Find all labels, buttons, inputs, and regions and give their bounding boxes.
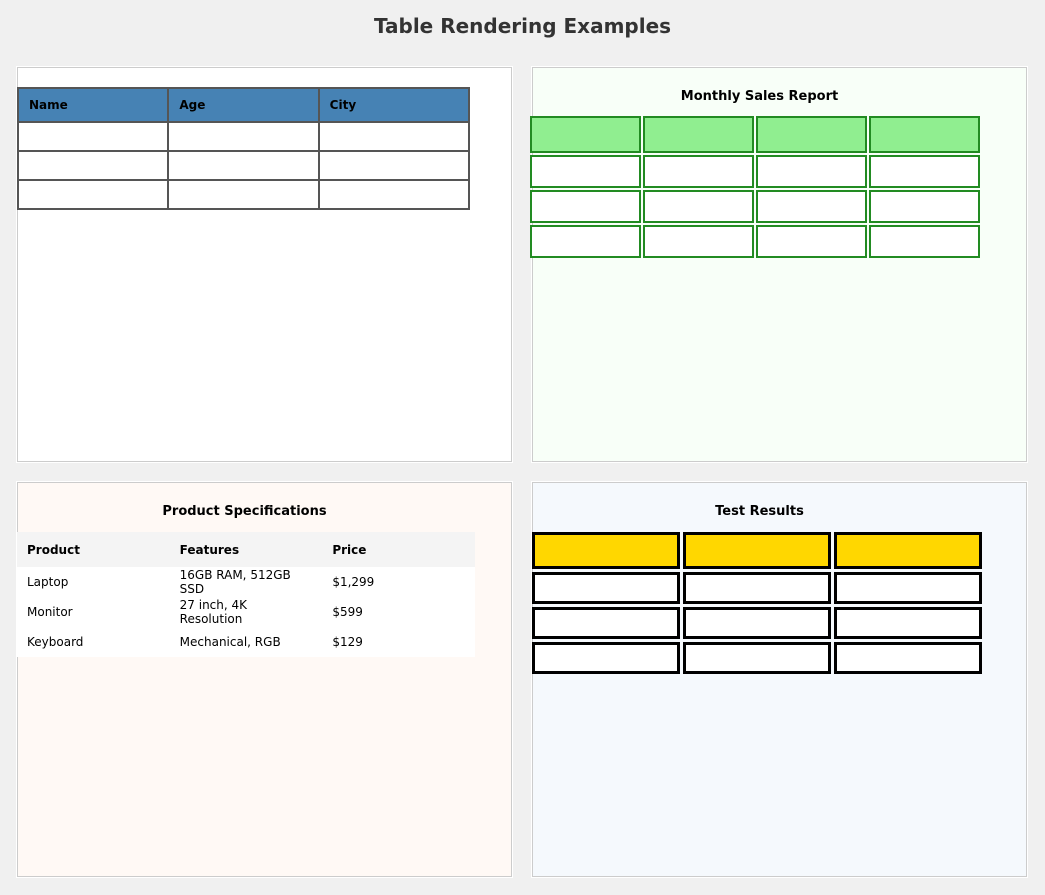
- table-row: [530, 155, 980, 188]
- features-cell: 27 inch, 4K Resolution: [169, 597, 323, 627]
- table-cell: [756, 190, 867, 223]
- product-specs-panel: Product Specifications Product Features …: [17, 482, 512, 877]
- table-cell: [167, 121, 320, 152]
- basic-table-panel: Name Age City: [16, 67, 512, 462]
- test-results-title: Test Results: [715, 504, 804, 519]
- header-name: Name: [16, 87, 170, 123]
- table-cell: [532, 607, 680, 639]
- table-header-cell: [683, 532, 831, 569]
- table-cell: [643, 225, 754, 258]
- table-header-cell: [532, 532, 680, 569]
- test-results-table: [529, 529, 985, 677]
- table-cell: [16, 150, 170, 181]
- table-header-row: Product Features Price: [17, 532, 475, 567]
- table-cell: [167, 150, 320, 181]
- table-row: [16, 150, 471, 181]
- header-features: Features: [169, 532, 323, 567]
- header-price: Price: [322, 532, 475, 567]
- sales-report-title: Monthly Sales Report: [680, 89, 839, 104]
- table-cell: [683, 607, 831, 639]
- table-header-cell: [530, 116, 641, 153]
- table-row: [532, 607, 982, 639]
- basic-table: Name Age City: [16, 87, 471, 210]
- header-city: City: [317, 87, 471, 123]
- table-cell: [756, 155, 867, 188]
- product-specs-table: Product Features Price Laptop 16GB RAM, …: [17, 532, 475, 657]
- table-cell: [16, 179, 170, 210]
- table-header-row: Name Age City: [16, 87, 471, 123]
- price-cell: $129: [322, 627, 475, 657]
- table-header-row: [530, 116, 980, 153]
- product-specs-title: Product Specifications: [162, 504, 327, 519]
- table-cell: [756, 225, 867, 258]
- table-row: [16, 179, 471, 210]
- table-cell: [317, 121, 471, 152]
- price-cell: $599: [322, 597, 475, 627]
- table-cell: [683, 572, 831, 604]
- table-cell: [167, 179, 320, 210]
- table-cell: [16, 121, 170, 152]
- table-row: Laptop 16GB RAM, 512GB SSD $1,299: [17, 567, 475, 597]
- table-row: [16, 121, 471, 152]
- table-cell: [532, 572, 680, 604]
- sales-report-panel: Monthly Sales Report: [530, 67, 1027, 462]
- page-title: Table Rendering Examples: [373, 14, 672, 38]
- table-cell: [869, 155, 980, 188]
- product-cell: Keyboard: [17, 627, 170, 657]
- table-cell: [869, 225, 980, 258]
- table-cell: [530, 155, 641, 188]
- table-header-cell: [643, 116, 754, 153]
- table-row: Keyboard Mechanical, RGB $129: [17, 627, 475, 657]
- test-results-panel: Test Results: [532, 482, 1027, 877]
- table-cell: [317, 150, 471, 181]
- table-cell: [317, 179, 471, 210]
- table-row: [530, 225, 980, 258]
- table-cell: [530, 190, 641, 223]
- table-cell: [643, 190, 754, 223]
- table-header-cell: [869, 116, 980, 153]
- price-cell: $1,299: [322, 567, 475, 597]
- table-header-cell: [756, 116, 867, 153]
- sales-report-table: [528, 114, 982, 260]
- table-row: [532, 572, 982, 604]
- table-header-row: [532, 532, 982, 569]
- table-cell: [643, 155, 754, 188]
- table-row: [530, 190, 980, 223]
- table-row: [532, 642, 982, 674]
- table-header-cell: [834, 532, 982, 569]
- table-cell: [530, 225, 641, 258]
- table-cell: [869, 190, 980, 223]
- table-cell: [834, 607, 982, 639]
- product-cell: Laptop: [17, 567, 170, 597]
- product-cell: Monitor: [17, 597, 170, 627]
- table-row: Monitor 27 inch, 4K Resolution $599: [17, 597, 475, 627]
- table-cell: [834, 572, 982, 604]
- table-cell: [834, 642, 982, 674]
- table-cell: [532, 642, 680, 674]
- features-cell: 16GB RAM, 512GB SSD: [169, 567, 323, 597]
- features-cell: Mechanical, RGB: [169, 627, 323, 657]
- header-age: Age: [167, 87, 320, 123]
- header-product: Product: [17, 532, 170, 567]
- table-cell: [683, 642, 831, 674]
